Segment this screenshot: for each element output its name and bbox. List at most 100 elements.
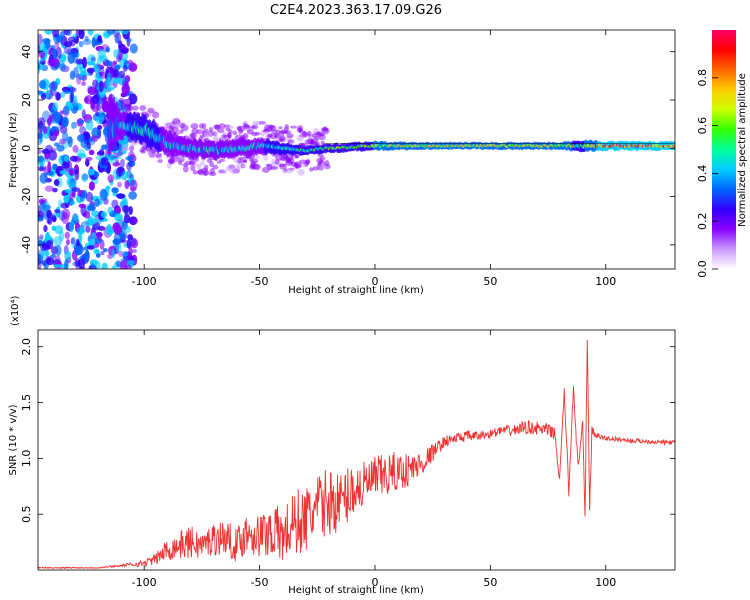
spectrogram-cell: [242, 132, 249, 140]
spectrogram-cell: [236, 163, 242, 169]
spectrogram-cell: [72, 67, 79, 78]
spectrogram-cell: [296, 135, 304, 142]
spectrogram-cell: [119, 260, 128, 269]
spectrogram-cell: [52, 101, 59, 112]
spectrogram-cell: [151, 111, 160, 119]
spectrogram-cell: [217, 129, 225, 134]
spectrogram-cell: [39, 172, 48, 184]
spectrogram-cell: [324, 160, 330, 167]
spectrogram-cell: [112, 82, 118, 88]
spectrogram-cell: [129, 179, 138, 191]
spectrogram-cell: [118, 97, 125, 103]
spectrogram-cell: [99, 188, 108, 201]
spectrogram-cell: [95, 252, 101, 258]
spectrogram-cell: [40, 60, 46, 65]
spectrogram-cell: [258, 121, 266, 125]
spectrogram-y-tick-label: 20: [20, 93, 33, 107]
spectrogram-cell: [69, 92, 74, 104]
spectrogram-x-tick-label: 0: [371, 275, 378, 288]
spectrogram-cell: [72, 144, 79, 153]
spectrogram-cell: [100, 211, 108, 218]
spectrogram-cell: [43, 126, 48, 134]
spectrogram-cell: [296, 127, 303, 133]
spectrogram-cell: [274, 159, 280, 165]
spectrogram-cell: [203, 171, 208, 177]
spectrogram-cell: [219, 158, 226, 163]
spectrogram-cell: [80, 191, 86, 199]
spectrogram-cell: [70, 236, 77, 249]
spectrogram-cell: [56, 92, 61, 101]
spectrogram-cell: [75, 238, 80, 248]
spectrogram-cell: [128, 191, 137, 200]
spectrogram-cell: [69, 155, 78, 162]
spectrogram-cell: [62, 50, 67, 61]
spectrogram-cell: [93, 171, 100, 178]
spectrogram-cell: [246, 128, 254, 135]
spectrogram-cell: [278, 163, 286, 167]
spectrogram-marks: [38, 30, 675, 269]
spectrogram-cell: [101, 262, 108, 269]
spectrogram-cell: [38, 199, 45, 205]
spectrogram-cell: [126, 105, 132, 111]
spectrogram-cell: [38, 62, 41, 70]
spectrogram-cell: [672, 144, 675, 148]
spectrogram-frame: [37, 29, 676, 270]
spectrogram-cell: [107, 174, 114, 183]
spectrogram-cell: [38, 216, 44, 222]
spectrogram-cell: [50, 82, 56, 90]
spectrogram-cell: [114, 213, 123, 222]
spectrogram-cell: [264, 130, 269, 136]
spectrogram-cell: [294, 154, 299, 159]
spectrogram-cell: [192, 170, 198, 175]
spectrogram-x-ticks: -100 -50 0 50 100: [132, 30, 616, 288]
spectrogram-cell: [141, 150, 146, 154]
spectrogram-cell: [252, 154, 260, 160]
spectrogram-cell: [60, 202, 69, 209]
spectrogram-cell: [47, 58, 56, 67]
colorbar-ticks: 0.0 0.2 0.4 0.6 0.8: [696, 69, 718, 278]
spectrogram-cell: [53, 111, 62, 123]
spectrogram-cell: [213, 131, 218, 139]
spectrogram-cell: [90, 232, 97, 241]
spectrogram-cell: [122, 147, 131, 152]
spectrogram-cell: [82, 38, 92, 46]
snr-frame: [37, 329, 676, 571]
colorbar-tick-label: 0.6: [696, 117, 709, 135]
spectrogram-cell: [223, 134, 231, 142]
snr-x-tick-label: 50: [483, 576, 497, 589]
spectrogram-cell: [118, 250, 124, 257]
spectrogram-cell: [95, 155, 102, 160]
spectrogram-cell: [287, 139, 295, 144]
spectrogram-cell: [274, 154, 283, 161]
spectrogram-cell: [92, 245, 98, 255]
spectrogram-cell: [126, 239, 132, 249]
chart-title: C2E4.2023.363.17.09.G26: [270, 3, 442, 18]
spectrogram-cell: [98, 110, 105, 118]
spectrogram-x-tick-label: -50: [251, 275, 269, 288]
spectrogram-cell: [112, 238, 122, 245]
spectrogram-cell: [53, 142, 61, 147]
colorbar-label: Normalized spectral amplitude: [737, 73, 748, 227]
spectrogram-cell: [44, 185, 54, 192]
spectrogram-cell: [79, 126, 87, 135]
spectrogram-cell: [75, 58, 84, 65]
spectrogram-cell: [55, 245, 62, 256]
spectrogram-cell: [130, 238, 139, 249]
colorbar-tick-label: 0.8: [696, 69, 709, 87]
spectrogram-cell: [98, 80, 104, 93]
spectrogram-cell: [64, 44, 72, 55]
spectrogram-cell: [199, 134, 206, 138]
spectrogram-cell: [64, 155, 69, 163]
spectrogram-cell: [38, 33, 43, 45]
spectrogram-cell: [114, 32, 122, 44]
spectrogram-cell: [124, 180, 130, 190]
spectrogram-cell: [129, 43, 138, 54]
spectrogram-cell: [209, 167, 215, 175]
spectrogram-cell: [267, 124, 273, 131]
spectrogram-cell: [56, 46, 62, 59]
spectrogram-cell: [252, 121, 258, 126]
snr-y-ticks: 0.5 1.0 1.5 2.0: [20, 338, 675, 523]
spectrogram-cell: [84, 134, 90, 142]
spectrogram-cell: [131, 105, 139, 111]
spectrogram-cell: [76, 73, 82, 85]
